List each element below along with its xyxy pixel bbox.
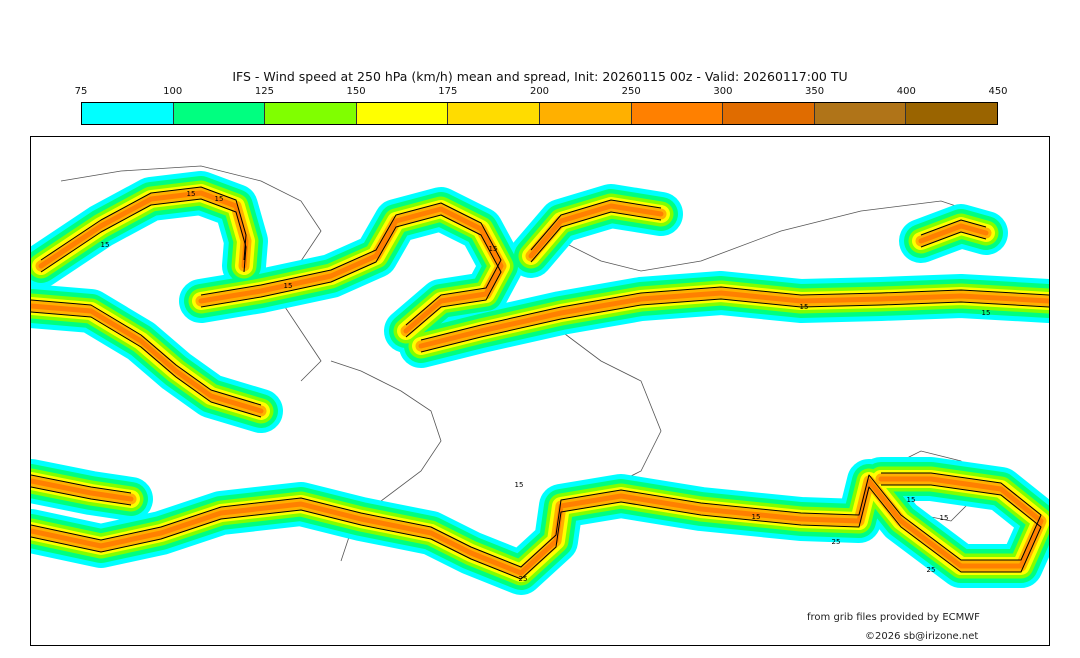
spread-contour xyxy=(530,199,662,251)
coastline xyxy=(60,165,322,382)
contour-label: 15 xyxy=(800,303,809,311)
colorbar-tick-label: 100 xyxy=(163,86,183,97)
colorbar-tick-label: 175 xyxy=(438,86,458,97)
colorbar-segment xyxy=(356,103,449,124)
colorbar-tick-label: 75 xyxy=(74,86,88,97)
wind-speed-band xyxy=(418,290,1052,349)
wind-speed-band xyxy=(28,478,134,502)
spread-contour xyxy=(420,286,1050,341)
spread-contour xyxy=(920,219,987,236)
contour-label: 15 xyxy=(101,241,110,249)
wind-speed-map: 15 15 15 15 15 15 15 15 15 15 25 25 15 25 xyxy=(9,136,1071,646)
contour-label: 25 xyxy=(519,575,528,583)
spread-contour xyxy=(200,202,502,326)
wind-speed-band xyxy=(28,476,1044,576)
spread-contour xyxy=(30,299,262,406)
contour-label: 25 xyxy=(832,538,841,546)
spread-contour xyxy=(30,484,1042,580)
colorbar-segment xyxy=(814,103,907,124)
colorbar-segment xyxy=(173,103,266,124)
contour-label: 15 xyxy=(489,245,498,253)
contour-label: 15 xyxy=(215,195,224,203)
spread-contour xyxy=(40,186,247,261)
spread-contour xyxy=(200,214,502,338)
contour-label: 15 xyxy=(515,481,524,489)
colorbar-tick-label: 400 xyxy=(896,86,916,97)
spread-contour xyxy=(920,231,987,248)
spread-contour xyxy=(30,486,132,506)
colorbar-segment xyxy=(265,103,357,124)
spread-contour xyxy=(420,298,1050,353)
contour-label: 15 xyxy=(752,513,761,521)
wind-speed-band xyxy=(38,190,249,269)
colorbar-segment xyxy=(448,103,540,124)
spread-contour xyxy=(30,311,262,418)
contour-label: 15 xyxy=(940,514,949,522)
contour-label: 25 xyxy=(927,566,936,574)
map-canvas: 15 15 15 15 15 15 15 15 15 15 25 25 15 25 xyxy=(9,165,1071,595)
colorbar-segment xyxy=(906,103,997,124)
colorbar-tick-label: 350 xyxy=(805,86,825,97)
copyright: ©2026 sb@irizone.net xyxy=(865,631,979,642)
wind-speed-band xyxy=(28,303,264,414)
colorbar-tick-label: 200 xyxy=(529,86,550,97)
colorbar xyxy=(81,102,998,125)
colorbar-tick-label: 300 xyxy=(713,86,733,97)
coastline xyxy=(520,200,1002,272)
wind-speed-band xyxy=(528,203,664,259)
contour-label: 15 xyxy=(982,309,991,317)
colorbar-tick-label: 250 xyxy=(621,86,641,97)
colorbar-tick-label: 450 xyxy=(988,86,1008,97)
wind-speed-band xyxy=(198,206,504,334)
contour-label: 15 xyxy=(284,282,293,290)
colorbar-segment xyxy=(539,103,632,124)
wind-speed-band xyxy=(918,223,989,244)
source-credit: from grib files provided by ECMWF xyxy=(807,612,980,623)
colorbar-tick-label: 125 xyxy=(254,86,274,97)
spread-contour xyxy=(530,211,662,263)
spread-contour xyxy=(40,198,247,273)
colorbar-tick-label: 150 xyxy=(346,86,366,97)
contour-label: 15 xyxy=(907,496,916,504)
colorbar-segment xyxy=(631,103,724,124)
colorbar-segment xyxy=(82,103,174,124)
contour-label: 15 xyxy=(187,190,196,198)
colorbar-segment xyxy=(723,103,815,124)
spread-contour xyxy=(30,472,1042,568)
spread-contour xyxy=(30,474,132,494)
chart-title: IFS - Wind speed at 250 hPa (km/h) mean … xyxy=(232,69,848,84)
